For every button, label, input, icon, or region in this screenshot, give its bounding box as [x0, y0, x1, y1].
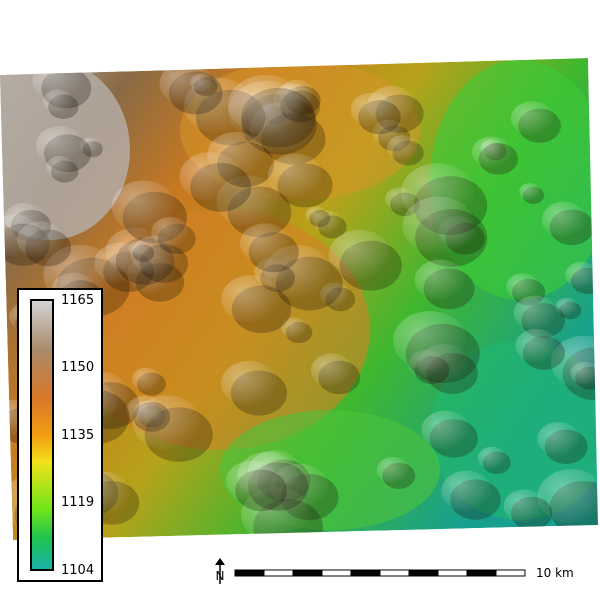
- scale-bar: [234, 569, 526, 577]
- hill-highlight: [421, 410, 470, 450]
- hill-highlight: [190, 73, 214, 93]
- hill-highlight: [126, 395, 164, 426]
- hill-highlight: [221, 360, 278, 406]
- hill-highlight: [151, 217, 190, 248]
- elevation-legend: 1165 1150 1135 1119 1104: [17, 288, 103, 582]
- scale-bar-label: 10 km: [536, 566, 574, 580]
- legend-label-1150: 1150: [61, 360, 95, 375]
- hill-highlight: [402, 196, 475, 255]
- hill-highlight: [239, 223, 291, 264]
- scale-bar-segment: [495, 569, 526, 577]
- scale-bar-segment: [234, 569, 265, 577]
- hill-highlight: [537, 469, 598, 524]
- scale-bar-segment: [379, 569, 410, 577]
- hill-highlight: [179, 152, 241, 202]
- legend-label-1135: 1135: [61, 428, 95, 443]
- hill-highlight: [477, 446, 506, 470]
- scale-bar-segment: [350, 569, 381, 577]
- hill-highlight: [392, 311, 467, 371]
- hill-highlight: [555, 297, 578, 316]
- hill-highlight: [537, 421, 581, 457]
- hill-highlight: [506, 273, 540, 300]
- hill-highlight: [128, 240, 151, 259]
- hill-highlight: [35, 126, 83, 164]
- hill-highlight: [79, 137, 100, 154]
- scale-bar-segment: [466, 569, 497, 577]
- legend-label-1104: 1104: [61, 563, 95, 578]
- hill-highlight: [42, 89, 74, 114]
- hill-highlight: [281, 317, 308, 339]
- hill-highlight: [513, 295, 558, 331]
- hill-highlight: [221, 275, 281, 323]
- scale-bar-segment: [263, 569, 294, 577]
- legend-color-ramp: [30, 299, 54, 571]
- hill-highlight: [565, 261, 598, 289]
- north-letter: N: [216, 569, 225, 583]
- hill-highlight: [159, 62, 214, 106]
- hill-highlight: [515, 328, 558, 363]
- hill-highlight: [226, 460, 278, 503]
- north-arrow-icon: N: [215, 558, 225, 584]
- hill-highlight: [387, 135, 419, 161]
- hill-highlight: [320, 282, 350, 307]
- hill-highlight: [267, 153, 324, 198]
- hill-highlight: [305, 206, 327, 224]
- hill-highlight: [541, 201, 587, 238]
- legend-label-1165: 1165: [61, 293, 95, 308]
- hill-highlight: [111, 180, 176, 232]
- hill-highlight: [328, 229, 391, 280]
- hill-highlight: [46, 155, 74, 178]
- hill-highlight: [350, 92, 394, 127]
- hill-highlight: [519, 183, 541, 201]
- hill-highlight: [228, 74, 303, 135]
- hill-highlight: [510, 101, 554, 136]
- hill-highlight: [131, 367, 161, 391]
- hill-highlight: [310, 353, 353, 387]
- scale-bar-segment: [437, 569, 468, 577]
- hill-highlight: [414, 259, 466, 301]
- legend-label-1119: 1119: [61, 495, 95, 510]
- hill-highlight: [441, 470, 492, 512]
- hill-highlight: [16, 221, 64, 259]
- scale-bar-segment: [292, 569, 323, 577]
- scale-bar-segment: [408, 569, 439, 577]
- hill-highlight: [570, 361, 598, 385]
- hill-highlight: [503, 489, 546, 523]
- hill-highlight: [376, 456, 410, 484]
- hill-highlight: [471, 136, 512, 168]
- scale-bar-segment: [321, 569, 352, 577]
